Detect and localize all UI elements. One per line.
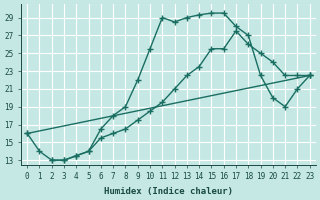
X-axis label: Humidex (Indice chaleur): Humidex (Indice chaleur) <box>104 187 233 196</box>
